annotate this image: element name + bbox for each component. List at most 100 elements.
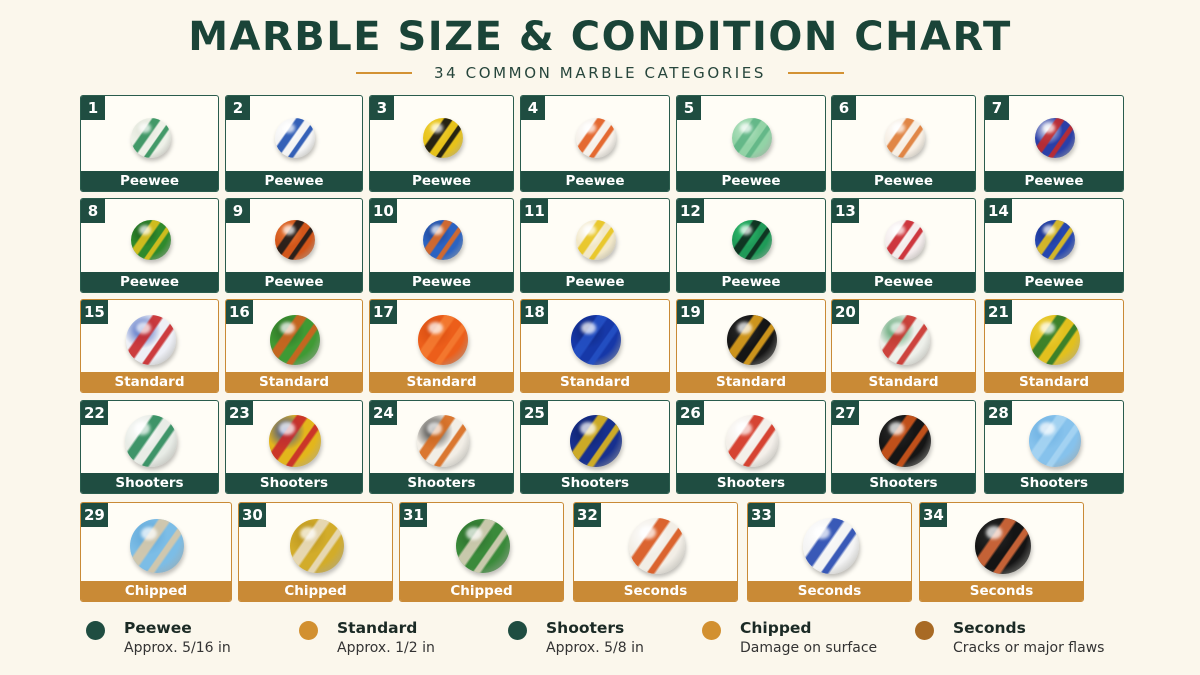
marble-category-label: Peewee (370, 171, 513, 191)
legend-description: Cracks or major flaws (953, 640, 1105, 656)
marble-number: 13 (832, 199, 859, 223)
marble-number: 21 (985, 300, 1012, 324)
marble-number: 9 (226, 199, 250, 223)
marble-image (732, 117, 772, 158)
legend-name: Seconds (953, 619, 1026, 637)
marble-category-label: Peewee (226, 171, 362, 191)
marble-card: 1 Peewee (80, 95, 219, 192)
marble-swirl (1030, 315, 1080, 365)
marble-swirl (416, 415, 469, 467)
marble-image (570, 415, 622, 467)
marble-category-label: Chipped (81, 581, 231, 601)
marble-number: 29 (81, 503, 108, 527)
marble-swirl (269, 415, 321, 467)
marble-card: 21 Standard (984, 299, 1124, 393)
legend-item: Standard Approx. 1/2 in (299, 618, 499, 662)
marble-swirl (628, 518, 685, 574)
marble-category-label: Chipped (400, 581, 563, 601)
marble-number: 5 (677, 96, 701, 120)
legend-name: Chipped (740, 619, 812, 637)
marble-number: 28 (985, 401, 1012, 425)
marble-image (1029, 415, 1081, 467)
marble-swirl (422, 117, 463, 158)
marble-card: 27 Shooters (831, 400, 976, 494)
marble-card: 23 Shooters (225, 400, 363, 494)
marble-image (1035, 219, 1075, 260)
marble-swirl (270, 315, 320, 365)
marble-card: 19 Standard (676, 299, 826, 393)
marble-number: 27 (832, 401, 859, 425)
marble-category-label: Shooters (370, 473, 513, 493)
marble-number: 15 (81, 300, 108, 324)
marble-image (289, 519, 344, 573)
legend-item: Seconds Cracks or major flaws (915, 618, 1115, 662)
legend-description: Damage on surface (740, 640, 878, 656)
marble-category-label: Peewee (985, 171, 1123, 191)
marble-category-label: Peewee (226, 272, 362, 292)
marble-number: 33 (748, 503, 775, 527)
marble-image (422, 117, 463, 158)
legend-name: Peewee (124, 619, 192, 637)
marble-swirl (576, 117, 616, 158)
marble-category-label: Shooters (521, 473, 669, 493)
marble-category-label: Shooters (226, 473, 362, 493)
marble-swirl (726, 415, 778, 467)
marble-number: 32 (574, 503, 601, 527)
page-subtitle: 34 COMMON MARBLE CATEGORIES (433, 64, 767, 82)
marble-image (576, 117, 616, 158)
legend-item: Peewee Approx. 5/16 in (86, 618, 286, 662)
legend-item: Shooters Approx. 5/8 in (508, 618, 708, 662)
marble-swirl (732, 219, 772, 260)
marble-swirl (289, 519, 344, 573)
marble-category-label: Shooters (677, 473, 825, 493)
marble-number: 10 (370, 199, 397, 223)
marble-category-label: Peewee (832, 171, 975, 191)
marble-image (130, 219, 171, 260)
marble-number: 16 (226, 300, 253, 324)
marble-image (884, 117, 925, 158)
marble-category-label: Seconds (748, 581, 911, 601)
marble-swirl (275, 219, 315, 260)
marble-image (974, 518, 1031, 574)
marble-number: 19 (677, 300, 704, 324)
marble-card: 28 Shooters (984, 400, 1124, 494)
marble-number: 24 (370, 401, 397, 425)
legend-color-dot (702, 621, 721, 640)
marble-category-label: Peewee (81, 171, 218, 191)
marble-card: 29 Chipped (80, 502, 232, 602)
marble-card: 11 Peewee (520, 198, 670, 293)
legend-item: Chipped Damage on surface (702, 618, 902, 662)
marble-card: 12 Peewee (676, 198, 826, 293)
marble-category-label: Standard (832, 372, 975, 392)
marble-card: 31 Chipped (399, 502, 564, 602)
marble-number: 23 (226, 401, 253, 425)
marble-image (576, 219, 616, 260)
marble-card: 20 Standard (831, 299, 976, 393)
marble-image (417, 315, 468, 365)
marble-swirl (884, 219, 925, 260)
legend-color-dot (299, 621, 318, 640)
legend-color-dot (915, 621, 934, 640)
marble-category-label: Chipped (239, 581, 392, 601)
marble-card: 18 Standard (520, 299, 670, 393)
marble-category-label: Seconds (920, 581, 1083, 601)
marble-image (628, 518, 685, 574)
marble-swirl (422, 219, 463, 260)
marble-number: 8 (81, 199, 105, 223)
marble-swirl (275, 117, 315, 158)
marble-number: 11 (521, 199, 548, 223)
marble-image (422, 219, 463, 260)
marble-swirl (576, 219, 616, 260)
marble-image (879, 315, 930, 365)
marble-swirl (571, 315, 621, 365)
marble-category-label: Standard (370, 372, 513, 392)
marble-swirl (417, 315, 468, 365)
legend-description: Approx. 5/8 in (546, 640, 644, 656)
legend-name: Standard (337, 619, 418, 637)
marble-swirl (125, 315, 176, 365)
marble-card: 32 Seconds (573, 502, 738, 602)
marble-category-label: Peewee (370, 272, 513, 292)
marble-card: 25 Shooters (520, 400, 670, 494)
marble-category-label: Standard (677, 372, 825, 392)
marble-card: 4 Peewee (520, 95, 670, 192)
